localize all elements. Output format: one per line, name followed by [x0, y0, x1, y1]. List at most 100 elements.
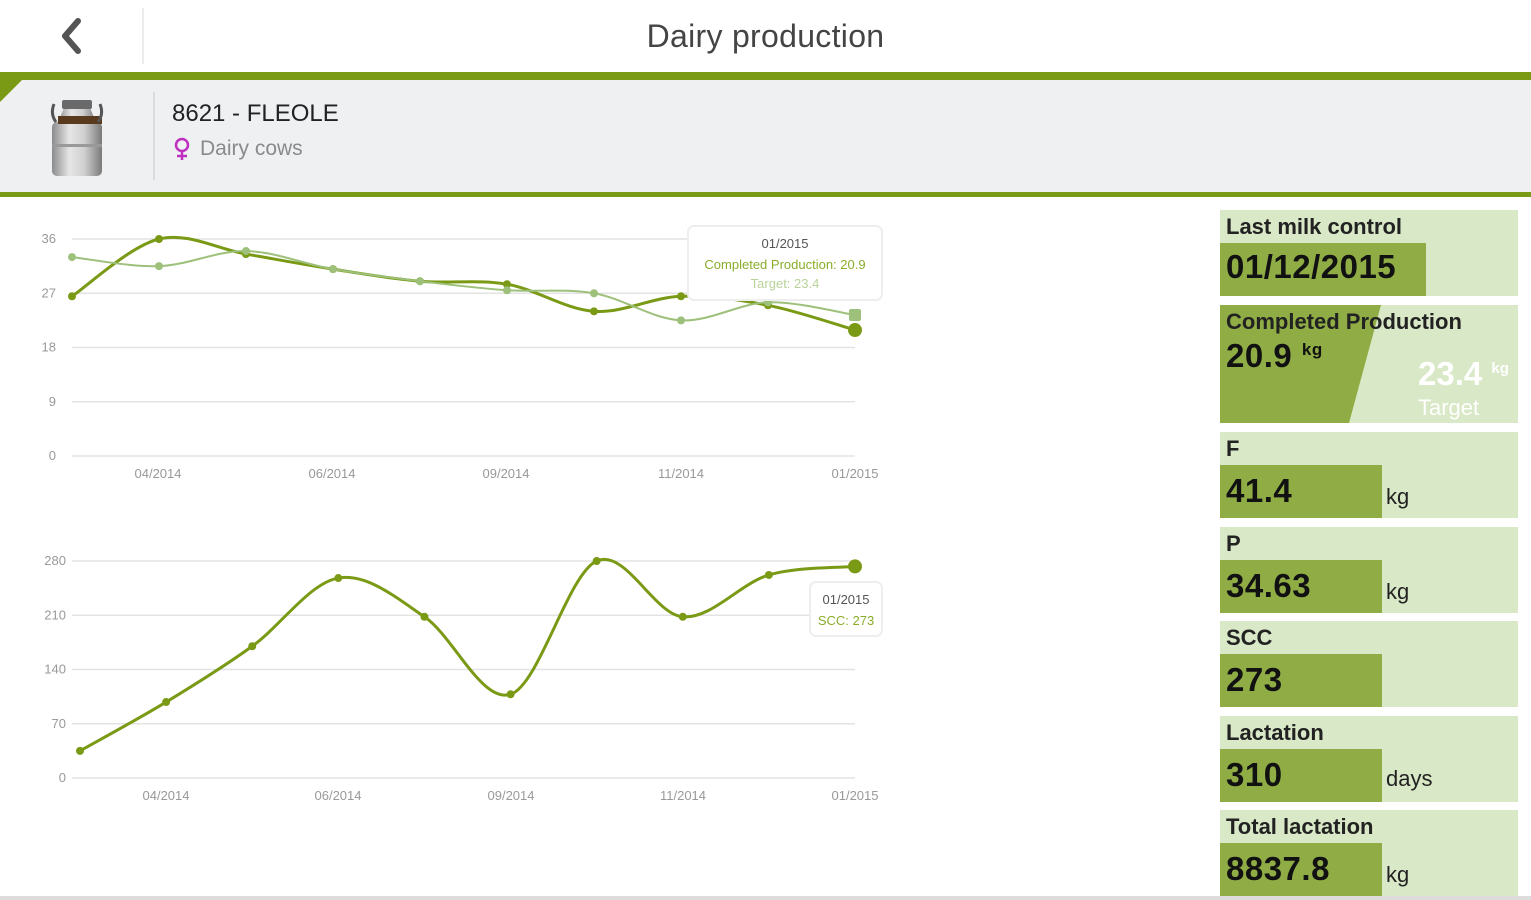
- y-tick-label: 36: [42, 231, 56, 246]
- animal-group: Dairy cows: [172, 137, 303, 161]
- tooltip-box: [687, 225, 883, 301]
- y-tick-label: 0: [59, 770, 66, 785]
- tile-value-box: [1220, 843, 1382, 896]
- chart-tooltip: 01/2015 SCC: 273: [809, 581, 883, 637]
- x-tick-label: 01/2015: [832, 788, 879, 803]
- tile-value: 01/12/2015: [1226, 248, 1397, 285]
- f-tile: F 41.4 kg: [1220, 432, 1518, 518]
- data-point: [848, 559, 862, 574]
- scc-chart: 280 210 140 70 0 04/2014 06/2014 09/2014 11/2014…: [0, 540, 900, 820]
- data-point: [420, 612, 429, 621]
- tooltip-date: 01/2015: [823, 592, 870, 607]
- data-point: [592, 557, 601, 565]
- tile-value: 8837.8: [1226, 850, 1330, 887]
- tile-unit: kg: [1386, 579, 1410, 604]
- tile-label: Total lactation: [1226, 814, 1374, 839]
- divider: [153, 92, 155, 180]
- data-point: [590, 307, 598, 316]
- x-tick-label: 09/2014: [483, 466, 530, 481]
- tile-value: 310: [1226, 756, 1283, 793]
- data-point: [334, 574, 343, 583]
- target-unit: kg: [1491, 360, 1509, 377]
- tooltip-line: Target: 23.4: [751, 276, 820, 291]
- y-tick-label: 210: [44, 607, 66, 622]
- last-milk-control-tile: Last milk control 01/12/2015: [1220, 210, 1518, 296]
- data-point: [416, 277, 424, 286]
- tile-label: Lactation: [1226, 720, 1324, 745]
- tile-value-box: [1220, 654, 1382, 707]
- page-title: Dairy production: [646, 18, 885, 54]
- chart-svg: 280 210 140 70 0 04/2014 06/2014 09/2014 11/2014…: [44, 553, 883, 803]
- tile-unit: kg: [1386, 862, 1410, 887]
- x-tick-label: 09/2014: [488, 788, 535, 803]
- corner-triangle: [0, 80, 22, 102]
- x-tick-label: 04/2014: [135, 466, 182, 481]
- back-button[interactable]: [40, 8, 102, 64]
- series-line: [79, 557, 856, 753]
- bottom-border: [0, 896, 1531, 900]
- y-tick-label: 280: [44, 553, 66, 568]
- tile-value-box: [1220, 560, 1382, 613]
- data-point: [506, 690, 515, 699]
- tile-label: SCC: [1226, 625, 1273, 650]
- x-tick-label: 11/2014: [658, 466, 704, 481]
- total-lactation-tile: Total lactation 8837.8 kg: [1220, 810, 1518, 896]
- y-tick-label: 140: [44, 662, 66, 677]
- data-point: [68, 292, 76, 301]
- data-point: [848, 323, 862, 338]
- data-point: [162, 698, 171, 707]
- series-line: [71, 250, 856, 322]
- lactation-tile: Lactation 310 days: [1220, 716, 1518, 802]
- data-point: [242, 247, 250, 256]
- tile-value: 34.63: [1226, 567, 1312, 604]
- data-point: [503, 286, 511, 295]
- production-chart: 36 27 18 9 0 04/2014 06/2014 09/2014 11/2014 01/2…: [0, 218, 900, 498]
- data-point: [677, 316, 685, 325]
- data-point: [849, 308, 861, 321]
- tile-unit: kg: [1386, 484, 1410, 509]
- animal-group-label: Dairy cows: [200, 137, 303, 160]
- y-tick-label: 70: [52, 716, 66, 731]
- data-point: [764, 570, 773, 579]
- tile-label: P: [1226, 531, 1241, 556]
- tooltip-line: Completed Production: 20.9: [704, 257, 865, 272]
- animal-name: 8621 - FLEOLE: [172, 100, 339, 127]
- target-number: 23.4: [1418, 355, 1483, 392]
- female-icon: [174, 137, 190, 160]
- x-tick-label: 01/2015: [832, 466, 879, 481]
- target-label: Target: [1418, 395, 1480, 420]
- data-point: [590, 289, 598, 298]
- data-point: [68, 253, 76, 262]
- chart-tooltip: 01/2015 Completed Production: 20.9 Target:…: [687, 225, 883, 301]
- tile-value-box: [1220, 749, 1382, 802]
- tile-value: 41.4: [1226, 472, 1293, 509]
- data-point: [155, 235, 163, 243]
- data-point: [503, 280, 511, 289]
- tile-unit: days: [1386, 766, 1433, 791]
- tile-label: F: [1226, 436, 1240, 461]
- production-bar-shape: [1220, 305, 1381, 423]
- data-point: [155, 262, 163, 271]
- accent-line-bottom: [0, 192, 1531, 197]
- data-point: [329, 265, 337, 274]
- milk-can-icon: [50, 100, 104, 176]
- accent-line: [0, 72, 1531, 80]
- x-tick-label: 04/2014: [143, 788, 190, 803]
- x-tick-label: 11/2014: [660, 788, 706, 803]
- chart-svg: 36 27 18 9 0 04/2014 06/2014 09/2014 11/2014 01/2…: [42, 225, 883, 481]
- divider: [142, 8, 144, 64]
- tile-label: Last milk control: [1226, 214, 1403, 239]
- top-bar: Dairy production: [0, 0, 1531, 72]
- tile-value-box: [1220, 243, 1426, 296]
- data-point: [678, 612, 687, 621]
- chevron-left-icon: [62, 18, 81, 54]
- data-point: [76, 746, 84, 755]
- x-tick-label: 06/2014: [309, 466, 356, 481]
- scc-tile: SCC 273: [1220, 621, 1518, 707]
- production-unit: kg: [1301, 340, 1323, 359]
- p-tile: P 34.63 kg: [1220, 527, 1518, 613]
- target-value: 23.4 kg: [1418, 355, 1509, 393]
- tile-value: 273: [1226, 661, 1283, 698]
- y-tick-label: 27: [42, 285, 56, 300]
- tile-label: Completed Production: [1226, 309, 1462, 334]
